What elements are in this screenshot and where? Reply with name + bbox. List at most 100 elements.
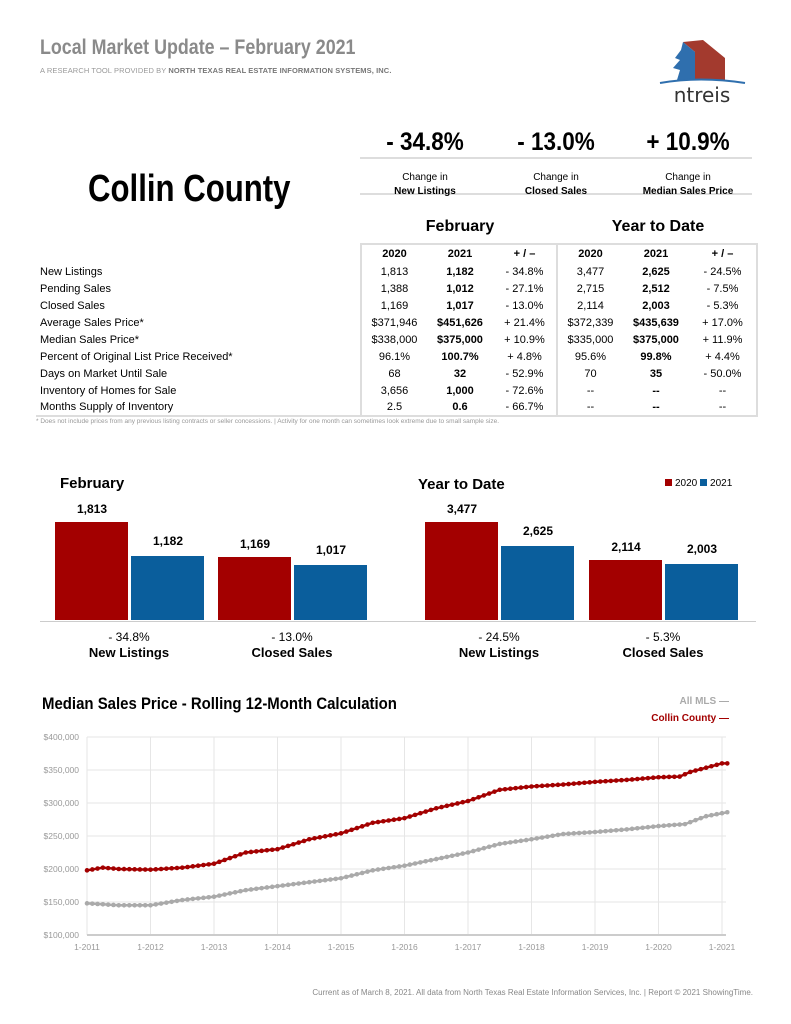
series-1-point <box>105 865 111 871</box>
building-logo-icon: ntreis <box>659 40 746 107</box>
bar-value-label: 1,182 <box>152 534 184 549</box>
series-0-point <box>703 813 709 819</box>
series-0-point <box>407 862 413 867</box>
cell: - 5.3% <box>689 297 758 314</box>
series-0-point <box>656 823 661 829</box>
county-name: Collin County <box>88 168 291 210</box>
series-1-point <box>687 769 693 775</box>
series-0-point <box>439 855 444 861</box>
cell: 1,182 <box>446 265 474 278</box>
series-0-point <box>349 873 354 878</box>
y-tick-label: $250,000 <box>44 831 80 841</box>
series-1-point <box>164 866 169 871</box>
series-1-point <box>619 777 624 783</box>
series-1-point <box>153 867 159 872</box>
cell: - 34.8% <box>505 265 544 278</box>
median-price-line-chart: $100,000 $150,000 $200,000 $250,000 $300,000… <box>44 732 736 952</box>
series-1-point <box>502 786 508 792</box>
series-0-point <box>185 897 190 902</box>
cell: 1,169 <box>360 297 427 314</box>
cell: $375,000 <box>633 333 679 346</box>
series-0-point <box>259 885 264 891</box>
series-0-point <box>476 847 481 852</box>
series-0-point <box>624 827 630 832</box>
cell: -- <box>556 382 623 399</box>
y-tick-label: $300,000 <box>44 798 80 808</box>
series-0-point <box>285 882 291 888</box>
series-1-point <box>185 864 190 870</box>
series-0-point <box>539 835 545 840</box>
series-0-point <box>497 841 503 847</box>
series-0-point <box>693 817 698 823</box>
cell: + 17.0% <box>689 314 758 331</box>
series-0-point <box>650 824 656 829</box>
series-1-point <box>719 761 725 766</box>
group-february: February <box>425 218 495 235</box>
series-1-point <box>508 786 513 791</box>
row-label: Inventory of Homes for Sale <box>40 384 177 397</box>
cell: -- <box>556 399 623 417</box>
series-0-point <box>291 881 296 887</box>
series-0-point <box>190 896 196 902</box>
series-0-point <box>709 812 714 818</box>
legend-swatch-2021 <box>700 479 708 486</box>
bar-category-label: - 5.3% Closed Sales <box>622 630 704 660</box>
series-0-point <box>687 819 693 825</box>
x-tick-label: 1-2011 <box>74 942 100 952</box>
series-1-point <box>312 836 317 841</box>
series-1-point <box>333 832 339 837</box>
series-0-point <box>296 881 301 886</box>
table-row: Closed Sales 1,169 1,017 - 13.0% 2,114 2,003 -… <box>36 297 758 314</box>
series-1-point <box>418 810 423 816</box>
series-0-point <box>116 903 122 908</box>
series-0-point <box>396 864 402 869</box>
series-0-point <box>269 884 275 890</box>
series-1-point <box>560 782 566 787</box>
series-1-point <box>280 845 286 850</box>
series-1-point <box>492 789 497 794</box>
cell: - 66.7% <box>493 399 557 417</box>
line-chart-title: Median Sales Price - Rolling 12-Month Ca… <box>42 694 397 713</box>
series-1-point <box>359 824 365 829</box>
series-1-point <box>608 778 614 784</box>
cell: -- <box>623 399 689 417</box>
series-1-point <box>476 794 481 800</box>
series-1-point <box>698 766 704 772</box>
series-1-point <box>137 867 143 872</box>
y-tick-label: $400,000 <box>44 732 80 742</box>
table-row: Inventory of Homes for Sale 3,656 1,000 - 7… <box>36 382 758 399</box>
bar-2020 <box>55 522 128 620</box>
y-tick-label: $150,000 <box>44 897 80 907</box>
series-0-point <box>444 854 450 860</box>
series-0-point <box>508 840 513 845</box>
series-1-point <box>375 819 381 825</box>
series-1-point <box>603 778 608 784</box>
series-0-point <box>619 827 624 833</box>
series-1-point <box>338 831 344 836</box>
series-0-point <box>121 903 127 908</box>
subtitle: A RESEARCH TOOL PROVIDED BY NORTH TEXAS … <box>40 66 392 75</box>
x-tick-label: 1-2012 <box>137 942 164 952</box>
x-tick-label: 1-2017 <box>455 942 482 952</box>
series-1-point <box>111 866 116 871</box>
cell: 2,512 <box>642 282 670 295</box>
x-tick-label: 1-2021 <box>709 942 736 952</box>
series-1-point <box>576 780 582 786</box>
series-0-point <box>391 864 397 870</box>
series-1-point <box>592 779 598 785</box>
y-tick-label: $200,000 <box>44 864 80 874</box>
series-0-point <box>412 861 418 866</box>
series-1-point <box>127 866 132 872</box>
cell: 1,388 <box>360 280 427 297</box>
series-1-point <box>518 785 524 790</box>
series-1-point <box>550 782 555 788</box>
page-title: Local Market Update – February 2021 <box>40 36 356 59</box>
series-0-point <box>254 886 259 892</box>
series-1-point <box>142 867 148 872</box>
series-0-point <box>275 883 280 889</box>
cell: 2,715 <box>556 280 623 297</box>
series-0-point <box>127 903 132 908</box>
series-0-point <box>132 903 137 908</box>
bar-2021 <box>131 556 204 620</box>
series-0-point <box>375 867 381 872</box>
